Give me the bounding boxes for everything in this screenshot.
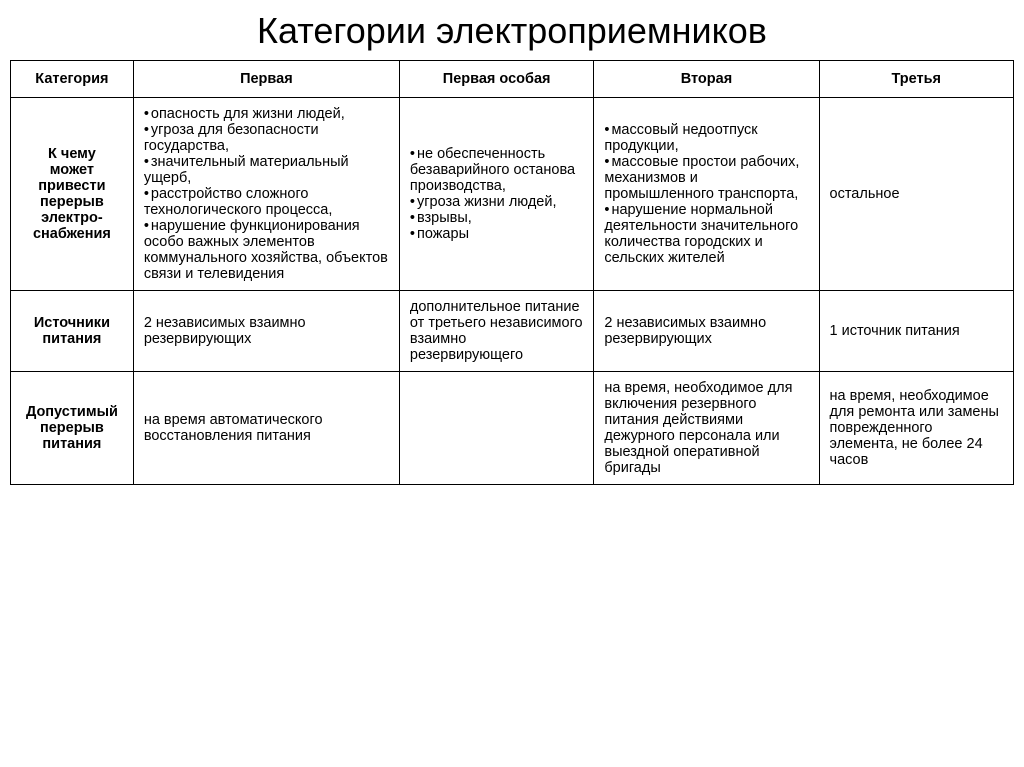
row3-col4: на время, необходимое для ремонта или за… bbox=[819, 372, 1013, 485]
row2-label: Источники питания bbox=[11, 291, 134, 372]
table-header-row: Категория Первая Первая особая Вторая Тр… bbox=[11, 61, 1014, 98]
row2-col2: дополнительное питание от третьего незав… bbox=[399, 291, 593, 372]
row2-col1: 2 независимых взаимно резервирующих bbox=[133, 291, 399, 372]
header-first: Первая bbox=[133, 61, 399, 98]
row3-col1: на время автоматического восстановления … bbox=[133, 372, 399, 485]
row1-label: К чему может привести перерыв электро- с… bbox=[11, 98, 134, 291]
row1-col4: остальное bbox=[819, 98, 1013, 291]
row1-col1: опасность для жизни людей, угроза для бе… bbox=[133, 98, 399, 291]
row3-label: Допустимый перерыв питания bbox=[11, 372, 134, 485]
header-third: Третья bbox=[819, 61, 1013, 98]
row1-col3: массовый недоотпуск продукции, массовые … bbox=[594, 98, 819, 291]
header-category: Категория bbox=[11, 61, 134, 98]
table-row: Источники питания 2 независимых взаимно … bbox=[11, 291, 1014, 372]
header-second: Вторая bbox=[594, 61, 819, 98]
header-first-special: Первая особая bbox=[399, 61, 593, 98]
table-row: К чему может привести перерыв электро- с… bbox=[11, 98, 1014, 291]
row1-col2: не обеспеченность безаварийного останова… bbox=[399, 98, 593, 291]
table-row: Допустимый перерыв питания на время авто… bbox=[11, 372, 1014, 485]
row3-col3: на время, необходимое для включения резе… bbox=[594, 372, 819, 485]
row2-col4: 1 источник питания bbox=[819, 291, 1013, 372]
row2-col3: 2 независимых взаимно резервирующих bbox=[594, 291, 819, 372]
categories-table: Категория Первая Первая особая Вторая Тр… bbox=[10, 60, 1014, 485]
page-title: Категории электроприемников bbox=[10, 10, 1014, 52]
row3-col2 bbox=[399, 372, 593, 485]
